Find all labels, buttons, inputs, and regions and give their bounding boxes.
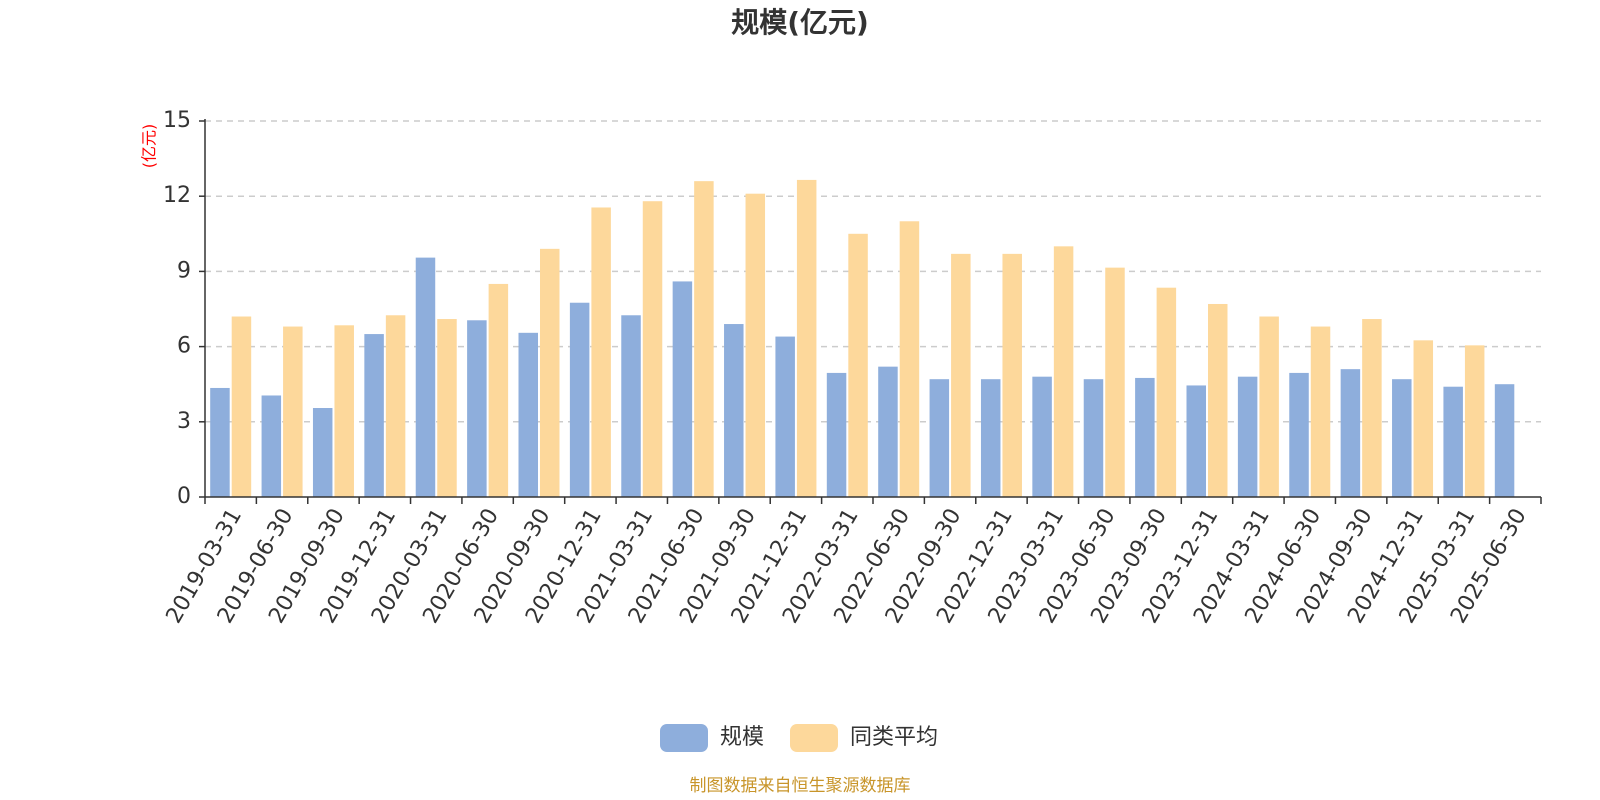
bar-scale — [210, 387, 230, 497]
source-note: 制图数据来自恒生聚源数据库 — [690, 776, 911, 796]
bar-scale — [1443, 386, 1463, 497]
y-tick-labels: 0 3 6 9 12 15 — [163, 108, 191, 509]
bar-peer-average — [1310, 326, 1331, 497]
bar-peer-average — [437, 319, 457, 497]
bar-peer-average — [951, 253, 971, 497]
bar-peer-average — [231, 316, 252, 497]
legend: 规模 同类平均 — [660, 724, 938, 752]
bar-scale — [569, 302, 590, 497]
bar-scale — [1392, 379, 1412, 497]
bar-peer-average — [1259, 316, 1279, 497]
bars — [210, 179, 1515, 498]
bar-scale — [364, 334, 384, 497]
y-tick-label: 12 — [163, 183, 191, 208]
legend-item-peer-average[interactable]: 同类平均 — [790, 724, 938, 752]
y-tick-label: 6 — [177, 334, 191, 359]
axes — [199, 119, 1542, 504]
bar-scale — [1083, 379, 1104, 497]
grid-lines — [205, 120, 1541, 423]
bar-peer-average — [540, 248, 560, 497]
bar-peer-average — [1105, 267, 1125, 497]
bar-peer-average — [1156, 287, 1177, 497]
bar-peer-average — [334, 325, 354, 497]
bar-scale — [518, 332, 538, 497]
legend-swatch — [660, 724, 708, 752]
bar-peer-average — [1208, 303, 1228, 497]
bar-scale — [1032, 376, 1052, 497]
bar-peer-average — [385, 315, 406, 497]
bar-peer-average — [591, 207, 611, 498]
bar-peer-average — [642, 201, 663, 498]
bar-peer-average — [745, 193, 766, 497]
bar-peer-average — [899, 221, 920, 497]
legend-item-scale[interactable]: 规模 — [660, 724, 764, 752]
bar-scale — [980, 379, 1001, 497]
bar-scale — [929, 379, 950, 497]
chart-title: 规模(亿元) — [731, 6, 869, 39]
bar-scale — [312, 408, 333, 497]
bar-scale — [878, 366, 898, 497]
bar-peer-average — [1413, 340, 1434, 497]
bar-scale — [415, 257, 436, 497]
bar-scale — [672, 281, 693, 497]
bar-peer-average — [488, 283, 509, 497]
bar-scale — [1494, 384, 1515, 497]
bar-peer-average — [283, 326, 303, 497]
legend-label: 同类平均 — [850, 725, 938, 750]
y-tick-label: 0 — [177, 484, 191, 509]
bar-peer-average — [694, 181, 714, 497]
bar-peer-average — [1053, 246, 1074, 497]
bar-peer-average — [796, 179, 817, 497]
bar-peer-average — [1002, 253, 1022, 497]
bar-scale — [1186, 385, 1206, 497]
bar-scale — [724, 324, 744, 497]
bar-peer-average — [848, 233, 868, 498]
legend-swatch — [790, 724, 838, 752]
bar-scale — [1237, 376, 1258, 497]
bar-scale — [1135, 377, 1155, 497]
bar-scale — [775, 336, 795, 497]
y-tick-label: 15 — [163, 108, 191, 133]
bar-scale — [621, 315, 641, 497]
bar-peer-average — [1464, 345, 1485, 497]
bar-scale — [1289, 372, 1309, 497]
bar-scale — [826, 372, 847, 497]
y-tick-label: 3 — [177, 409, 191, 434]
bar-peer-average — [1362, 319, 1382, 497]
legend-label: 规模 — [720, 725, 764, 750]
bar-scale — [467, 320, 487, 497]
bar-scale — [261, 395, 282, 497]
x-tick-labels: 2019-03-312019-06-302019-09-302019-12-31… — [162, 504, 1532, 627]
bar-scale — [1340, 369, 1361, 497]
y-axis-unit-label: (亿元) — [140, 124, 159, 169]
y-tick-label: 9 — [177, 258, 191, 283]
